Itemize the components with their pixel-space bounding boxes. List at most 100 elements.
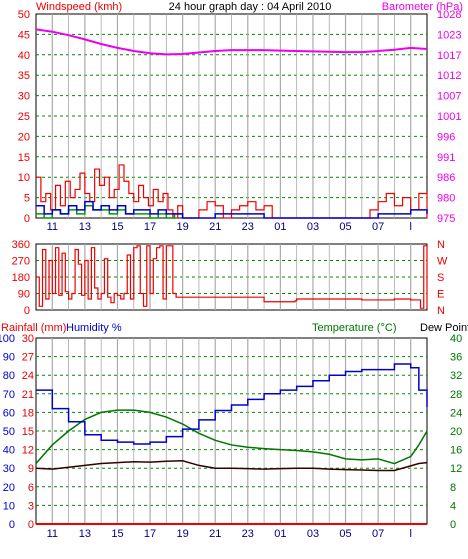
chart-title: 24 hour graph day : 04 April 2010 [169,1,332,13]
panel1-left-label: Windspeed (kmh) [36,1,122,13]
panel1-right-tick: 1012 [437,70,461,82]
panel3-rain-tick: 18 [22,407,34,419]
panel1-right-label: Barometer (hPa) [382,1,463,13]
panel3-temp-tick: 36 [450,352,462,364]
panel1-right-tick: 1001 [437,111,461,123]
panel3-hour-label: 21 [209,528,221,540]
panel2-left-tick: 90 [18,289,30,301]
humidity-series [36,363,428,445]
panel3-temp-tick: 32 [450,370,462,382]
panel1-hour-label: 01 [274,221,286,233]
panel3-hour-label: 11 [47,528,58,540]
panel1-left-tick: 50 [18,9,30,21]
panel3-temp-tick: 40 [450,333,462,345]
panel2-right-tick: N [437,305,445,317]
panel1-left-tick: 10 [18,172,30,184]
panel3-rain-tick: 12 [22,445,34,457]
panel3-temp-tick: 0 [450,519,456,531]
panel2-right-tick: E [437,289,444,301]
panel3-temperature-label: Temperature (°C) [312,322,396,334]
panel2-left-tick: 270 [12,256,30,268]
panel1-hour-label: 11 [47,221,58,233]
panel3-rain-tick: 0 [28,519,34,531]
panel3-humidity-tick: 60 [3,407,15,419]
panel3-rain-label: Rainfall (mm) [1,322,66,334]
panel3-hour-label: 05 [339,528,351,540]
panel1-right-tick: 980 [437,193,455,205]
wind-series [36,200,428,219]
wind-direction-series [36,245,428,309]
panel1-left-tick: 40 [18,50,30,62]
panel3-temp-tick: 16 [450,445,462,457]
panel1-hour-label: 17 [144,221,156,233]
panel1-right-tick: 1007 [437,91,461,103]
panel1-right-tick: 991 [437,152,455,164]
panel2-right-tick: S [437,272,444,284]
panel3-rain-tick: 30 [22,333,34,345]
panel3-hour-label: 19 [177,528,189,540]
panel1-left-tick: 0 [24,213,30,225]
panel3-humidity-tick: 50 [3,426,15,438]
panel3-humidity-tick: 40 [3,445,15,457]
dewpoint-series [35,460,428,472]
panel3-humidity-tick: 0 [9,519,15,531]
panel3-rain-tick: 6 [28,482,34,494]
panel2-right-tick: N [437,239,445,251]
panel3-temp-tick: 12 [450,463,462,475]
panel3-humidity-tick: 20 [3,482,15,494]
panel3-humidity-tick: 80 [3,370,15,382]
panel1-left-tick: 35 [18,70,30,82]
panel3-temp-tick: 28 [450,389,462,401]
panel3-hour-label: 15 [111,528,123,540]
panel1-left-tick: 25 [18,111,30,123]
panel1-left-tick: 20 [18,131,30,143]
panel3-temp-tick: 20 [450,426,462,438]
panel3-humidity-tick: 30 [3,463,15,475]
panel3-rain-tick: 21 [22,389,34,401]
panel1-hour-label: 19 [177,221,189,233]
panel3-temp-tick: 8 [450,482,456,494]
panel1-right-tick: 1023 [437,29,461,41]
panel2-left-tick: 360 [12,239,30,251]
panel3-rain-tick: 9 [28,463,34,475]
panel1-hour-label: 23 [242,221,254,233]
panel2-right-tick: W [437,256,448,268]
panel3-humidity-tick: 70 [3,389,15,401]
panel2-left-tick: 180 [12,272,30,284]
panel3-humidity-label: Humidity % [66,322,122,334]
panel3-hour-label: 03 [307,528,319,540]
panel3-hour-label: 01 [274,528,286,540]
panel1-left-tick: 15 [18,152,30,164]
panel3-humidity-tick: 90 [3,352,15,364]
panel3-humidity-tick: 100 [0,333,15,345]
panel1-left-tick: 30 [18,91,30,103]
panel1-hour-label: 05 [339,221,351,233]
panel3-rain-tick: 15 [22,426,34,438]
panel2-left-tick: 0 [24,305,30,317]
panel3-hour-label: 17 [144,528,156,540]
panel1-left-tick: 45 [18,29,30,41]
panel3-temp-tick: 4 [450,500,456,512]
temperature-series [35,409,428,465]
panel3-hour-label: 13 [79,528,91,540]
barometer-series [35,28,428,56]
panel1-hour-label: 03 [307,221,319,233]
panel1-left-tick: 5 [24,193,30,205]
panel3-dewpoint-label: Dew Point [420,322,468,334]
panel3-temp-tick: 24 [450,407,462,419]
panel1-right-tick: 975 [437,213,455,225]
panel3-hour-label: 07 [372,528,384,540]
panel1-right-tick: 1028 [437,9,461,21]
panel3-rain-tick: 3 [28,500,34,512]
panel1-right-tick: 986 [437,172,455,184]
panel3-humidity-tick: 10 [3,500,15,512]
panel1-hour-label: l [409,221,411,233]
panel3-rain-tick: 27 [22,352,34,364]
panel3-rain-tick: 24 [22,370,34,382]
panel1-right-tick: 996 [437,131,455,143]
panel1-hour-label: 15 [111,221,123,233]
panel3-hour-label: l [409,528,411,540]
panel1-hour-label: 07 [372,221,384,233]
panel1-right-tick: 1017 [437,50,461,62]
